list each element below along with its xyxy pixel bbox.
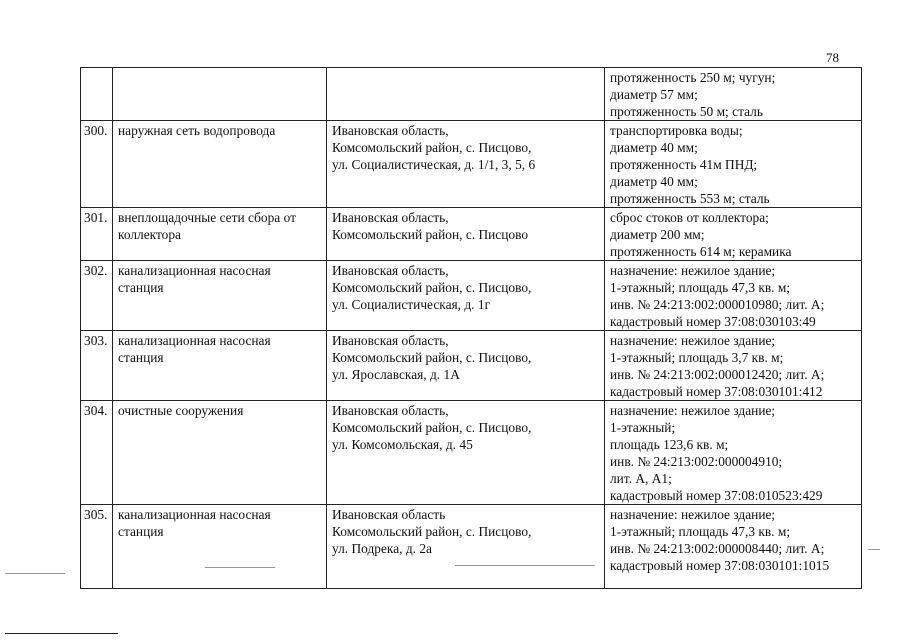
- object-name: наружная сеть водопровода: [112, 120, 327, 208]
- object-address-line: ул. Подрека, д. 2а: [332, 541, 433, 556]
- object-name-line: канализационная насосная: [118, 333, 271, 348]
- object-address-line: ул. Социалистическая, д. 1/1, 3, 5, 6: [332, 157, 536, 172]
- object-details-line: инв. № 24:213:002:000004910;: [610, 454, 783, 469]
- object-details-line: площадь 123,6 кв. м;: [610, 437, 729, 452]
- object-details-line: кадастровый номер 37:08:010523:429: [610, 488, 823, 503]
- table-row: 301. внеплощадочные сети сбора от коллекто…: [80, 207, 862, 261]
- object-name: канализационная насосная станция: [112, 260, 327, 331]
- object-name-line: канализационная насосная: [118, 507, 271, 522]
- row-number: 305.: [80, 504, 113, 589]
- object-details: назначение: нежилое здание; 1-этажный; пл…: [604, 504, 862, 589]
- object-details-line: инв. № 24:213:002:000008440; лит. А;: [610, 541, 825, 556]
- object-details-line: назначение: нежилое здание;: [610, 263, 776, 278]
- object-address: Ивановская область, Комсомольский район, …: [326, 400, 605, 505]
- table-row: 305. канализационная насосная станция Ивано…: [80, 504, 862, 589]
- object-address-line: Ивановская область,: [332, 263, 449, 278]
- object-address-line: Комсомольский район, с. Писцово,: [332, 524, 532, 539]
- object-details-line: 1-этажный; площадь 3,7 кв. м;: [610, 350, 784, 365]
- object-address-line: Ивановская область,: [332, 123, 449, 138]
- object-details: назначение: нежилое здание; 1-этажный; пл…: [604, 260, 862, 331]
- row-number: 301.: [80, 207, 113, 261]
- table-row: 302. канализационная насосная станция Ивано…: [80, 260, 862, 331]
- row-number: 300.: [80, 120, 113, 208]
- object-details-line: 1-этажный; площадь 47,3 кв. м;: [610, 524, 791, 539]
- object-address-line: Комсомольский район, с. Писцово,: [332, 280, 532, 295]
- object-name: канализационная насосная станция: [112, 504, 327, 589]
- object-details-line: протяженность 614 м; керамика: [610, 244, 792, 259]
- object-name-line: станция: [118, 524, 164, 539]
- object-address: [326, 67, 605, 121]
- object-address-line: Ивановская область: [332, 507, 446, 522]
- object-name: [112, 67, 327, 121]
- object-details: назначение: нежилое здание; 1-этажный; пл…: [604, 330, 862, 401]
- object-details: сброс стоков от коллектора; диаметр 200 м…: [604, 207, 862, 261]
- object-details-line: сброс стоков от коллектора;: [610, 210, 769, 225]
- row-number: 302.: [80, 260, 113, 331]
- row-number: [80, 67, 113, 121]
- object-details-line: назначение: нежилое здание;: [610, 333, 776, 348]
- table-row: 300. наружная сеть водопровода Ивановская …: [80, 120, 862, 208]
- object-address-line: ул. Ярославская, д. 1А: [332, 367, 460, 382]
- object-address-line: ул. Комсомольская, д. 45: [332, 437, 473, 452]
- object-name-line: коллектора: [118, 227, 181, 242]
- object-details-line: кадастровый номер 37:08:030103:49: [610, 314, 816, 329]
- object-name: очистные сооружения: [112, 400, 327, 505]
- object-name-line: станция: [118, 350, 164, 365]
- table-row: протяженность 250 м; чугун; диаметр 57 мм…: [80, 67, 862, 121]
- object-address-line: Ивановская область,: [332, 210, 449, 225]
- object-details-line: назначение: нежилое здание;: [610, 507, 776, 522]
- object-details-line: кадастровый номер 37:08:030101:412: [610, 384, 823, 399]
- object-details-line: транспортировка воды;: [610, 123, 743, 138]
- object-address: Ивановская область Комсомольский район, с…: [326, 504, 605, 589]
- property-table: протяженность 250 м; чугун; диаметр 57 мм…: [80, 67, 862, 589]
- object-details-line: диаметр 40 мм;: [610, 174, 698, 189]
- object-address-line: Комсомольский район, с. Писцово,: [332, 140, 532, 155]
- object-name: внеплощадочные сети сбора от коллектора: [112, 207, 327, 261]
- object-address-line: Комсомольский район, с. Писцово: [332, 227, 529, 242]
- object-details-line: диаметр 200 мм;: [610, 227, 705, 242]
- table-row: 304. очистные сооружения Ивановская област…: [80, 400, 862, 505]
- table-row: 303. канализационная насосная станция Ивано…: [80, 330, 862, 401]
- object-address-line: Ивановская область,: [332, 403, 449, 418]
- object-details: назначение: нежилое здание; 1-этажный; пло…: [604, 400, 862, 505]
- object-details-line: диаметр 40 мм;: [610, 140, 698, 155]
- object-name-line: наружная сеть водопровода: [118, 123, 276, 138]
- object-address: Ивановская область, Комсомольский район, …: [326, 207, 605, 261]
- footnote-rule: [5, 633, 118, 634]
- object-details-line: инв. № 24:213:002:000012420; лит. А;: [610, 367, 825, 382]
- object-details-line: протяженность 553 м; сталь: [610, 191, 770, 206]
- object-details-line: протяженность 41м ПНД;: [610, 157, 758, 172]
- object-address-line: Комсомольский район, с. Писцово,: [332, 350, 532, 365]
- object-name-line: очистные сооружения: [118, 403, 244, 418]
- object-address-line: ул. Социалистическая, д. 1г: [332, 297, 491, 312]
- object-details: протяженность 250 м; чугун; диаметр 57 мм…: [604, 67, 862, 121]
- object-name-line: канализационная насосная: [118, 263, 271, 278]
- object-details-line: 1-этажный; площадь 47,3 кв. м;: [610, 280, 791, 295]
- object-name-line: станция: [118, 280, 164, 295]
- object-details-line: назначение: нежилое здание;: [610, 403, 776, 418]
- object-name: канализационная насосная станция: [112, 330, 327, 401]
- object-details-line: протяженность 50 м; сталь: [610, 104, 763, 119]
- object-details-line: кадастровый номер 37:08:030101:1015: [610, 558, 830, 573]
- object-details-line: протяженность 250 м; чугун;: [610, 70, 776, 85]
- object-details-line: диаметр 57 мм;: [610, 87, 698, 102]
- object-details-line: 1-этажный;: [610, 420, 676, 435]
- object-address-line: Ивановская область,: [332, 333, 449, 348]
- page-number: 78: [826, 50, 839, 65]
- row-number: 303.: [80, 330, 113, 401]
- row-number: 304.: [80, 400, 113, 505]
- object-details: транспортировка воды; диаметр 40 мм; протя…: [604, 120, 862, 208]
- object-address: Ивановская область, Комсомольский район, …: [326, 120, 605, 208]
- object-details-line: инв. № 24:213:002:000010980; лит. А;: [610, 297, 825, 312]
- object-address: Ивановская область, Комсомольский район, …: [326, 260, 605, 331]
- object-details-line: лит. А, А1;: [610, 471, 672, 486]
- object-address-line: Комсомольский район, с. Писцово,: [332, 420, 532, 435]
- object-name-line: внеплощадочные сети сбора от: [118, 210, 296, 225]
- object-address: Ивановская область, Комсомольский район, …: [326, 330, 605, 401]
